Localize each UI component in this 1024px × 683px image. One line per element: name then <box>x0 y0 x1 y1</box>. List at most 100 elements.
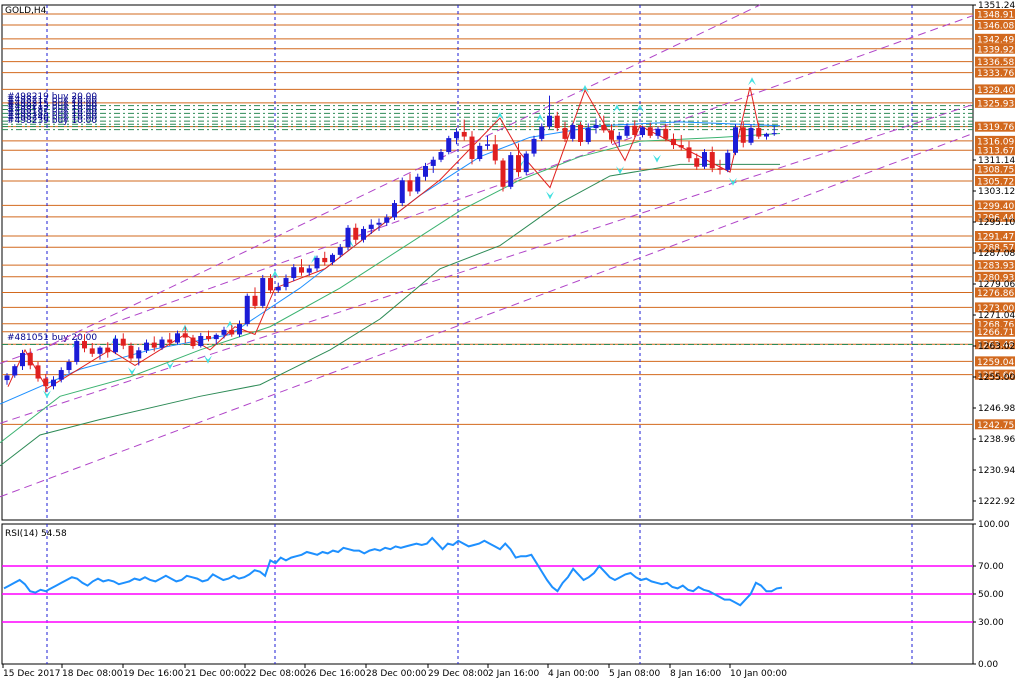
candle-body <box>508 155 514 187</box>
price-level-label: 1266.71 <box>977 328 1014 338</box>
y-tick-label: 1255.00 <box>978 373 1015 383</box>
y-tick-label: 1279.06 <box>978 280 1015 290</box>
price-level-label: 1313.67 <box>977 147 1014 157</box>
candle-body <box>66 361 72 371</box>
candle-body <box>423 165 428 177</box>
candle-body <box>655 128 661 136</box>
price-level-label: 1283.93 <box>977 262 1014 272</box>
candle-body <box>485 144 490 146</box>
fractal-down-arrow <box>43 390 51 399</box>
candle-body <box>554 115 560 129</box>
trend-channel-line <box>0 15 974 364</box>
price-level-label: 1263.48 <box>977 341 1014 351</box>
trend-channel-line <box>0 133 974 498</box>
candle-body <box>415 176 421 192</box>
candle-body <box>702 152 707 167</box>
y-tick-label: 1271.04 <box>978 311 1015 321</box>
price-level-label: 1268.76 <box>977 320 1014 330</box>
price-level-badge <box>975 302 1015 313</box>
price-level-label: 1299.40 <box>977 202 1014 212</box>
candle-body <box>593 124 599 129</box>
price-level-badge <box>975 369 1015 380</box>
price-level-label: 1296.44 <box>977 213 1014 223</box>
price-level-badge <box>975 56 1015 67</box>
candle-body <box>407 180 413 192</box>
price-level-label: 1242.75 <box>977 421 1014 431</box>
candle-body <box>89 348 95 354</box>
candle-body <box>430 159 436 166</box>
price-level-badge <box>975 287 1015 298</box>
candle-body <box>725 152 731 170</box>
price-level-label: 1329.40 <box>977 86 1014 96</box>
fractal-down-arrow <box>128 367 136 376</box>
candle-body <box>198 336 204 347</box>
candle-body <box>446 138 452 153</box>
candle-body <box>167 339 173 343</box>
rsi-title: RSI(14) 54.58 <box>5 529 67 539</box>
candle-body <box>461 131 467 137</box>
price-level-badge <box>975 19 1015 30</box>
fractal-down-arrow <box>546 191 554 200</box>
candle-body <box>43 378 49 387</box>
candle-body <box>82 341 87 349</box>
x-tick-label: 26 Dec 16:00 <box>305 669 366 679</box>
candle-body <box>694 158 700 167</box>
candle-body <box>686 147 692 159</box>
candle-body <box>4 375 10 381</box>
x-tick-label: 19 Dec 16:00 <box>123 669 184 679</box>
x-tick-label: 4 Jan 00:00 <box>548 669 600 679</box>
moving-average-line <box>0 132 781 444</box>
candle-body <box>175 333 180 343</box>
candle-body <box>531 138 537 154</box>
candle-body <box>51 379 56 387</box>
candle-body <box>151 342 157 348</box>
candle-body <box>283 278 289 287</box>
order-label: #498239 buy 10.00 <box>7 116 97 126</box>
price-level-badge <box>975 43 1015 54</box>
candle-body <box>237 324 242 335</box>
candle-body <box>113 338 118 353</box>
fractal-down-arrow <box>729 177 737 186</box>
price-level-label: 1288.57 <box>977 244 1014 254</box>
candle-body <box>260 278 266 306</box>
price-level-label: 1339.92 <box>977 45 1014 55</box>
order-label: #498215 buy 10.00 <box>7 99 97 109</box>
candle-body <box>159 339 165 348</box>
price-level-label: 1308.75 <box>977 166 1014 176</box>
candle-body <box>392 203 397 218</box>
y-tick-label: 1351.24 <box>978 1 1015 11</box>
x-tick-label: 18 Dec 08:00 <box>62 669 123 679</box>
candle-body <box>647 127 653 136</box>
x-tick-label: 21 Dec 00:00 <box>185 669 246 679</box>
price-level-label: 1280.93 <box>977 273 1014 283</box>
price-level-badge <box>975 271 1015 282</box>
price-level-label: 1276.86 <box>977 289 1014 299</box>
candle-body <box>624 125 630 136</box>
x-tick-label: 8 Jan 16:00 <box>670 669 722 679</box>
fractal-down-arrow <box>204 355 212 364</box>
candle-body <box>182 333 188 338</box>
candle-body <box>748 128 754 143</box>
candle-body <box>500 160 506 187</box>
candle-body <box>322 257 328 263</box>
fractal-up-arrow <box>271 270 279 279</box>
rsi-line <box>3 536 783 607</box>
candle-body <box>601 124 607 131</box>
chart-title: GOLD,H4 <box>5 6 47 16</box>
candle-body <box>337 247 343 255</box>
trend-channel-line <box>39 4 761 351</box>
candle-body <box>570 124 576 139</box>
order-label: #498219 buy 20.00 <box>7 92 97 102</box>
price-level-badge <box>975 164 1015 175</box>
candle-body <box>345 227 351 248</box>
order-label: #498185 buy 10.00 <box>7 109 97 119</box>
candle-body <box>353 227 359 240</box>
candle-body <box>492 144 498 161</box>
rsi-y-tick-label: 70.00 <box>978 562 1004 572</box>
y-tick-label: 1263.02 <box>978 342 1015 352</box>
candle-body <box>244 295 250 325</box>
candle-body <box>678 145 684 148</box>
price-level-badge <box>975 326 1015 337</box>
price-level-label: 1319.76 <box>977 123 1014 133</box>
candle-body <box>578 124 583 142</box>
